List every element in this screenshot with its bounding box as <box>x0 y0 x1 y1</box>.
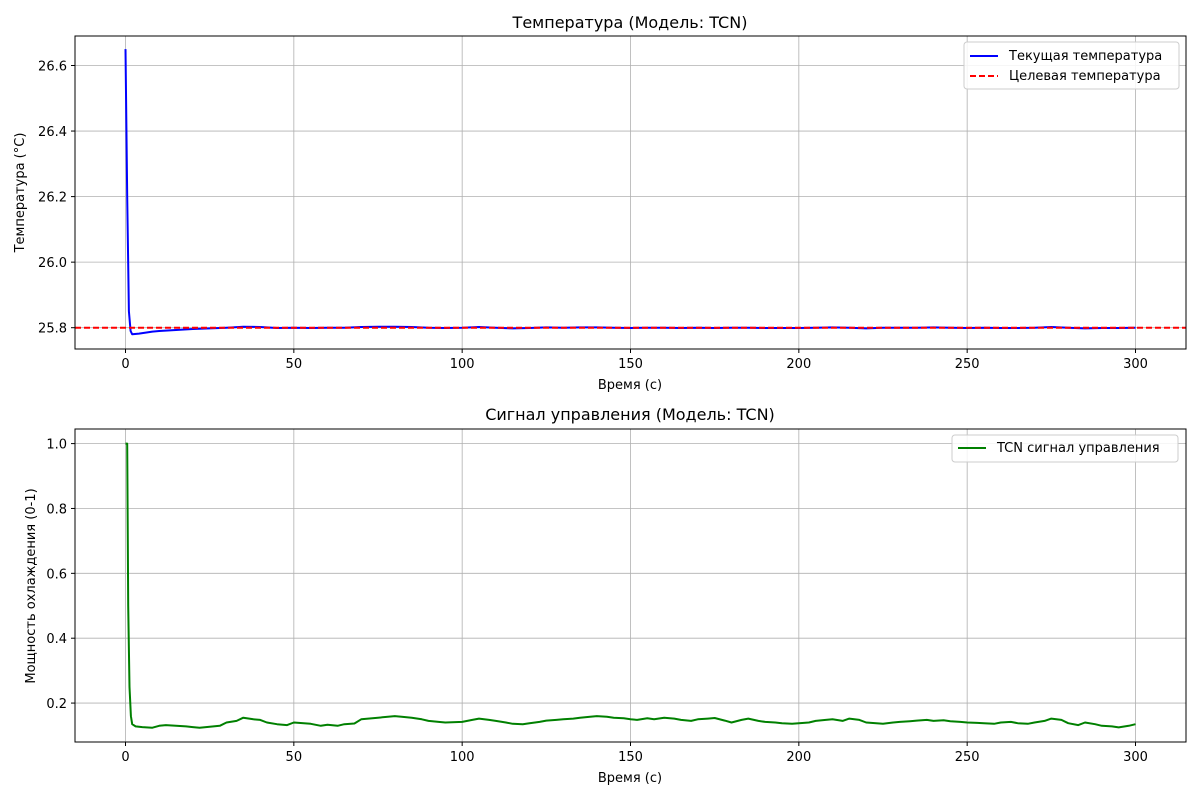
y-tick-label: 26.2 <box>38 191 67 206</box>
temperature-x-axis-label: Время (с) <box>598 378 662 393</box>
x-tick-label: 300 <box>1123 357 1148 372</box>
y-tick-label: 0.6 <box>46 567 67 582</box>
temperature-y-axis-label: Температура (°C) <box>13 133 28 254</box>
control-x-axis-label: Время (с) <box>598 771 662 786</box>
control-signal-panel: Сигнал управления (Модель: TCN) 0 50 100 15… <box>24 405 1187 786</box>
x-tick-label: 0 <box>121 357 129 372</box>
y-tick-label: 0.2 <box>46 697 67 712</box>
legend-label-target-temperature: Целевая температура <box>1009 69 1161 84</box>
x-tick-label: 0 <box>121 750 129 765</box>
x-tick-label: 50 <box>286 357 303 372</box>
x-tick-label: 100 <box>450 357 475 372</box>
y-tick-label: 26.4 <box>38 125 67 140</box>
y-tick-label: 0.8 <box>46 502 67 517</box>
x-tick-label: 250 <box>955 357 980 372</box>
x-tick-label: 250 <box>955 750 980 765</box>
control-series <box>125 442 1136 729</box>
temperature-panel: Температура (Модель: TCN) 0 50 100 150 200 25… <box>13 13 1187 393</box>
control-ticks: 0 50 100 150 200 250 300 0.2 0.4 0.6 0.8 1.0 <box>46 438 1148 765</box>
x-tick-label: 150 <box>618 750 643 765</box>
y-tick-label: 0.4 <box>46 632 67 647</box>
y-tick-label: 26.6 <box>38 59 67 74</box>
x-tick-label: 200 <box>786 357 811 372</box>
y-tick-label: 1.0 <box>46 438 67 453</box>
x-tick-label: 50 <box>286 750 303 765</box>
temperature-series <box>75 49 1186 336</box>
control-chart-title: Сигнал управления (Модель: TCN) <box>485 405 775 424</box>
y-tick-label: 26.0 <box>38 256 67 271</box>
legend-label-control-signal: TCN сигнал управления <box>996 441 1160 456</box>
control-y-axis-label: Мощность охлаждения (0-1) <box>24 488 39 683</box>
x-tick-label: 200 <box>786 750 811 765</box>
x-tick-label: 100 <box>450 750 475 765</box>
control-legend-box <box>951 434 1179 463</box>
x-tick-label: 300 <box>1123 750 1148 765</box>
x-tick-label: 150 <box>618 357 643 372</box>
temperature-ticks: 0 50 100 150 200 250 300 25.8 26.0 26.2 26.4 26.6 <box>38 59 1148 372</box>
temperature-legend: Текущая температура Целевая температура <box>963 41 1180 90</box>
temperature-chart-title: Температура (Модель: TCN) <box>512 13 748 32</box>
series-line-0 <box>125 442 1136 729</box>
legend-label-current-temperature: Текущая температура <box>1008 49 1162 64</box>
control-legend: TCN сигнал управления <box>951 434 1179 463</box>
temperature-legend-box <box>963 41 1180 90</box>
y-tick-label: 25.8 <box>38 322 67 337</box>
control-grid <box>75 429 1186 742</box>
